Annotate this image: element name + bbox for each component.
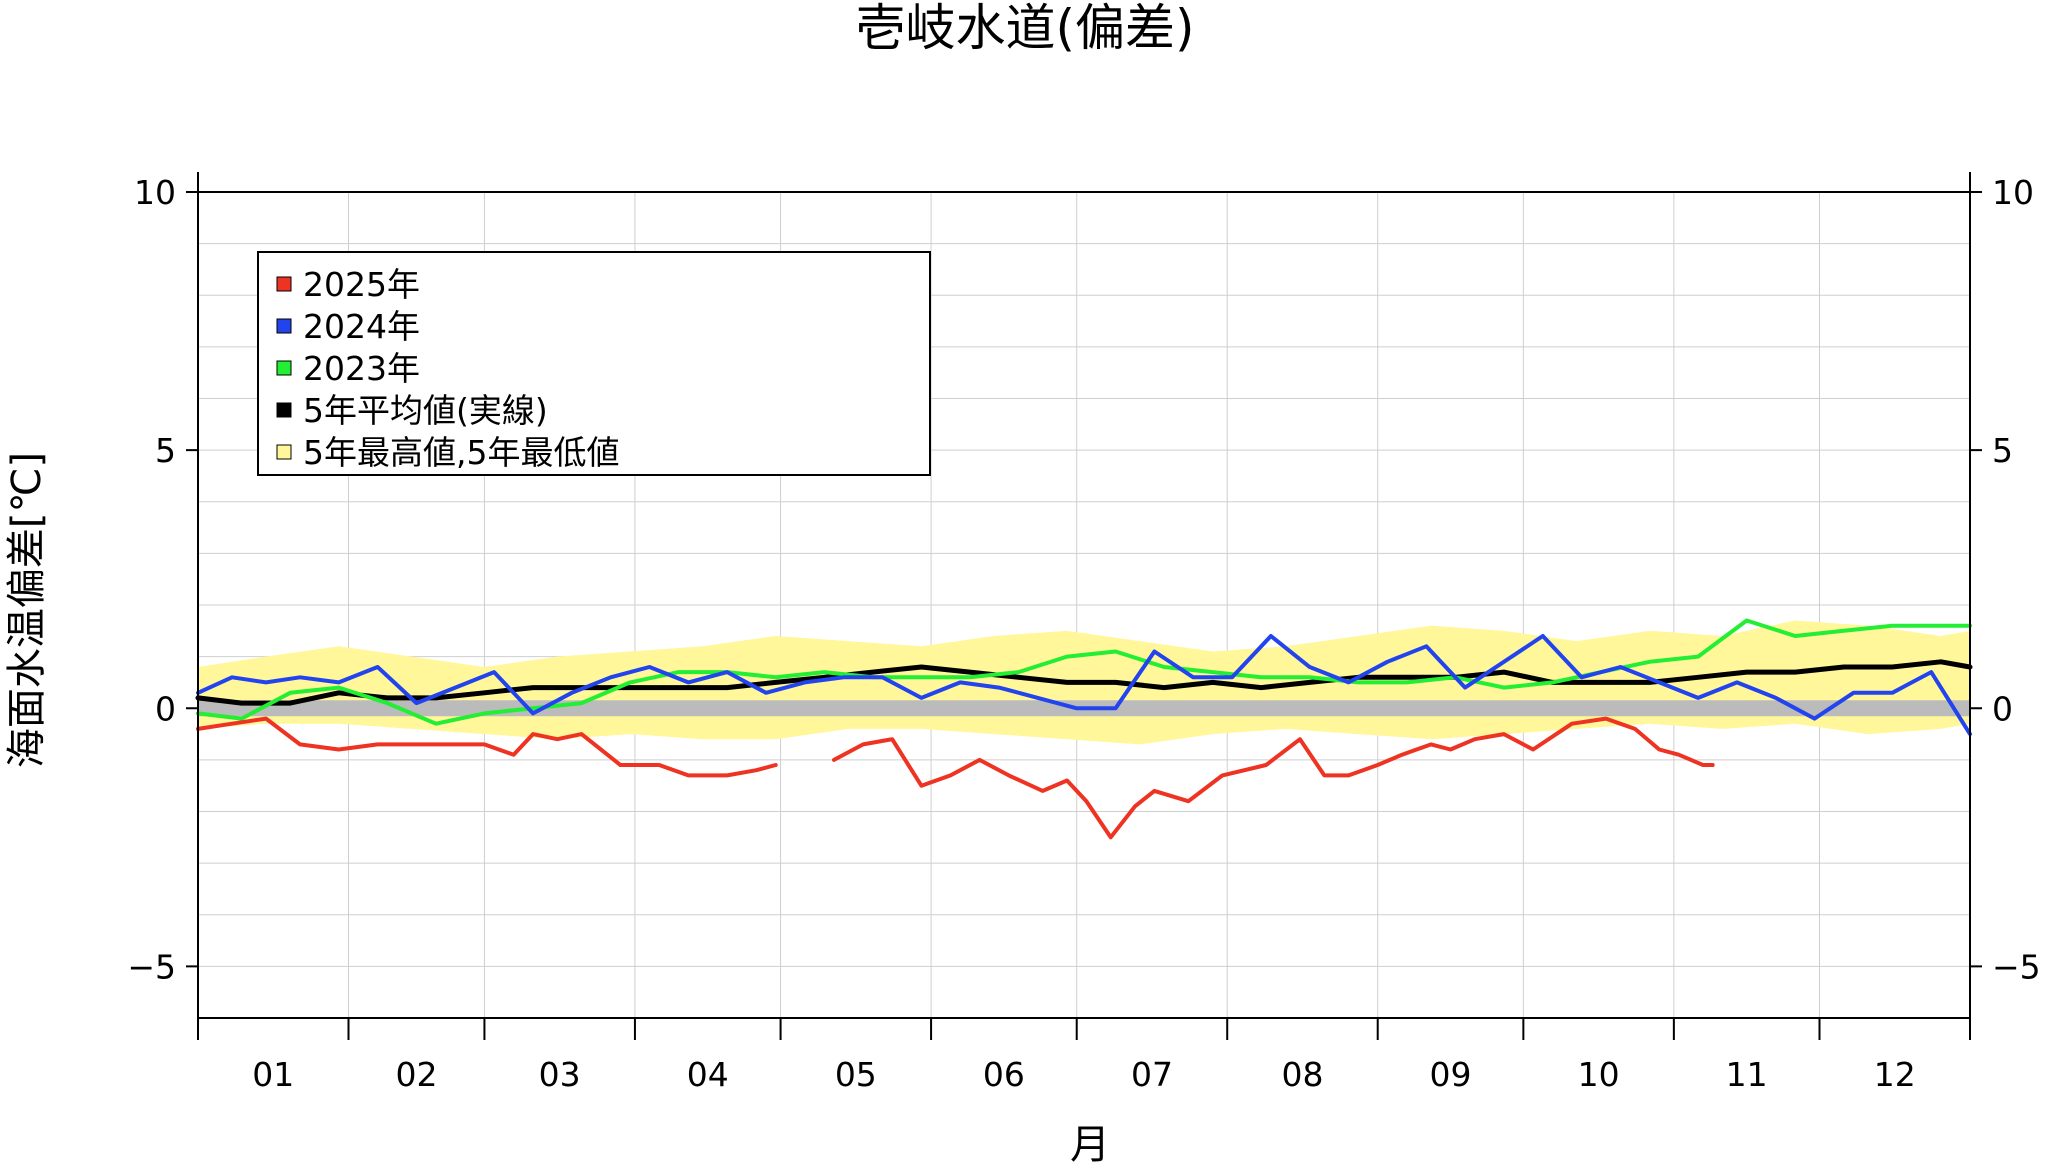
series-2024-line [196, 634, 1972, 737]
legend-swatch [276, 444, 292, 460]
x-tick-label: 11 [1726, 1055, 1768, 1094]
x-tick-label: 04 [687, 1055, 729, 1094]
y-tick-label-left: 0 [155, 689, 176, 728]
y-tick-label-right: 5 [1992, 431, 2013, 470]
legend-swatch [276, 276, 292, 292]
x-tick-label: 06 [983, 1055, 1025, 1094]
y-tick-label-left: 5 [155, 431, 176, 470]
legend-swatch [276, 402, 292, 418]
x-tick-label: 08 [1281, 1055, 1323, 1094]
legend-label: 2024年 [303, 307, 420, 346]
y-tick-label-right: −5 [1992, 947, 2041, 986]
y-tick-label-left: −5 [127, 947, 176, 986]
legend-label: 5年最高値,5年最低値 [303, 433, 619, 472]
y-tick-label-right: 0 [1992, 689, 2013, 728]
y-axis-label: 海面水温偏差[℃] [4, 452, 50, 768]
legend-label: 5年平均値(実線) [303, 391, 548, 430]
x-axis-label: 月 [1070, 1122, 1110, 1166]
x-tick-label: 09 [1430, 1055, 1472, 1094]
x-tick-label: 07 [1131, 1055, 1173, 1094]
series-layer [195, 618, 1973, 840]
legend-box [257, 251, 931, 476]
x-tick-label: 12 [1874, 1055, 1916, 1094]
legend-swatch [276, 360, 292, 376]
y-tick-label-right: 10 [1992, 173, 2034, 212]
x-tick-label: 01 [252, 1055, 294, 1094]
chart-title: 壱岐水道(偏差) [855, 0, 1194, 57]
x-tick-label: 05 [835, 1055, 877, 1094]
x-tick-label: 03 [539, 1055, 581, 1094]
x-tick-label: 10 [1578, 1055, 1620, 1094]
legend-swatch [276, 318, 292, 334]
series-2025-line [196, 716, 1715, 840]
legend-label: 2023年 [303, 349, 420, 388]
series-5yr-average-line [195, 659, 1973, 706]
x-tick-label: 02 [395, 1055, 437, 1094]
legend-label: 2025年 [303, 265, 420, 304]
y-tick-label-left: 10 [134, 173, 176, 212]
plot-frame [197, 191, 1971, 1019]
series-2023-line [196, 618, 1972, 726]
